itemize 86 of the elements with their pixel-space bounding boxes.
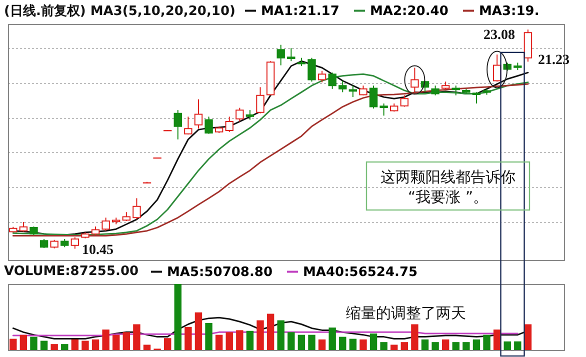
candlestick (204, 116, 213, 134)
bar (288, 332, 295, 350)
candlestick (194, 98, 203, 130)
bar (102, 330, 110, 350)
candlestick (184, 116, 192, 136)
legend-label: MA40:56524.75 (303, 264, 418, 280)
candlestick (452, 85, 460, 96)
bar (298, 334, 306, 350)
bar (122, 332, 130, 350)
bar (215, 334, 223, 350)
bar (246, 330, 254, 350)
bar (370, 334, 378, 350)
legend-label: MA1:21.17 (261, 4, 340, 19)
chart-title: VOLUME:87255.00 (4, 264, 139, 279)
bar (493, 330, 501, 350)
candlestick (380, 102, 388, 116)
candlestick (287, 48, 296, 62)
bar (349, 338, 357, 350)
bar (308, 334, 316, 350)
bar (277, 320, 284, 350)
bar (133, 324, 140, 350)
legend-label: MA2:20.40 (370, 4, 448, 19)
bar (194, 312, 202, 350)
bar (50, 344, 58, 350)
candlestick (472, 92, 481, 104)
candlestick (338, 80, 347, 93)
bar (472, 339, 480, 350)
bar (143, 344, 151, 350)
bar (504, 341, 511, 350)
bar (442, 339, 450, 350)
bar (82, 340, 89, 350)
bar (61, 344, 68, 350)
bar (483, 334, 490, 350)
bar (92, 339, 100, 350)
candlestick (70, 236, 80, 250)
bar (184, 326, 192, 350)
bar (462, 342, 470, 350)
bar (328, 328, 336, 350)
candlestick (276, 44, 285, 66)
candlestick (400, 94, 409, 108)
bar (40, 340, 48, 350)
annotation: 缩量的调整了两天 (346, 304, 466, 322)
bar (400, 342, 408, 350)
candlestick (40, 238, 48, 249)
annotation: 10.45 (82, 243, 114, 258)
bar (20, 334, 28, 350)
bar (421, 339, 429, 350)
candlestick (102, 217, 110, 232)
candlestick (236, 107, 244, 122)
annotation: 23.08 (484, 28, 515, 43)
candlestick (174, 110, 182, 140)
candlestick (359, 85, 368, 96)
candlestick (369, 85, 378, 110)
bar (318, 339, 326, 350)
bar (236, 330, 244, 350)
bar (514, 341, 522, 350)
bar (339, 336, 346, 350)
bar (452, 342, 460, 350)
bar (360, 339, 367, 350)
chart-title: (日线.前复权) MA3(5,10,20,20,10) (4, 4, 236, 19)
candlestick (328, 72, 336, 90)
bar (174, 284, 182, 350)
bar (112, 334, 120, 350)
candlestick (256, 86, 264, 114)
bar (380, 342, 388, 350)
bar (71, 339, 79, 350)
bar (390, 344, 398, 350)
candlestick (132, 198, 141, 220)
candlestick (410, 67, 419, 93)
bar (10, 338, 17, 350)
legend-label: MA3:19. (479, 4, 540, 19)
candlestick (431, 85, 440, 96)
candlestick (246, 110, 254, 120)
legend-label: MA5:50708.80 (167, 264, 272, 280)
bar (226, 332, 233, 350)
bar (30, 336, 38, 350)
bar (205, 322, 212, 350)
candlestick (225, 116, 234, 132)
text: 21.23 (538, 53, 570, 68)
bar (266, 314, 274, 350)
candlestick (308, 57, 316, 82)
bar (432, 342, 439, 350)
candlestick (318, 70, 326, 83)
bar (164, 338, 172, 350)
bar (256, 320, 264, 350)
bar (411, 324, 418, 350)
